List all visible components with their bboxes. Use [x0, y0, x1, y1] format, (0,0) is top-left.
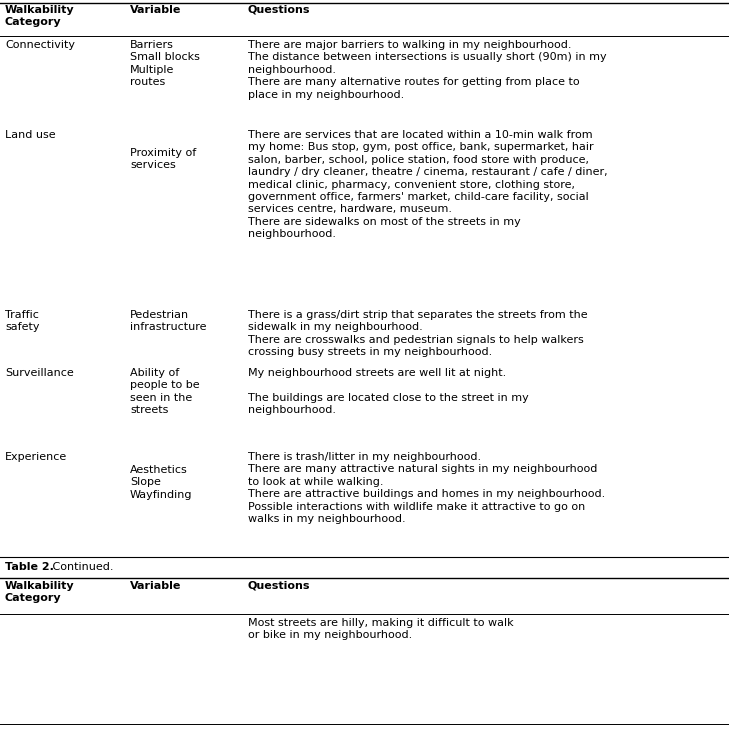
Text: Variable: Variable	[130, 581, 182, 591]
Text: Connectivity: Connectivity	[5, 40, 75, 50]
Text: Proximity of
services: Proximity of services	[130, 148, 196, 171]
Text: Traffic
safety: Traffic safety	[5, 310, 39, 333]
Text: Questions: Questions	[248, 5, 311, 15]
Text: Walkability
Category: Walkability Category	[5, 5, 74, 27]
Text: There are services that are located within a 10-min walk from
my home: Bus stop,: There are services that are located with…	[248, 130, 608, 239]
Text: Table 2.: Table 2.	[5, 562, 54, 572]
Text: My neighbourhood streets are well lit at night.

The buildings are located close: My neighbourhood streets are well lit at…	[248, 368, 529, 415]
Text: There is trash/litter in my neighbourhood.
There are many attractive natural sig: There is trash/litter in my neighbourhoo…	[248, 452, 605, 524]
Text: There is a grass/dirt strip that separates the streets from the
sidewalk in my n: There is a grass/dirt strip that separat…	[248, 310, 588, 357]
Text: Barriers
Small blocks
Multiple
routes: Barriers Small blocks Multiple routes	[130, 40, 200, 87]
Text: Surveillance: Surveillance	[5, 368, 74, 378]
Text: Aesthetics
Slope
Wayfinding: Aesthetics Slope Wayfinding	[130, 465, 192, 500]
Text: Land use: Land use	[5, 130, 55, 140]
Text: There are major barriers to walking in my neighbourhood.
The distance between in: There are major barriers to walking in m…	[248, 40, 607, 99]
Text: Most streets are hilly, making it difficult to walk
or bike in my neighbourhood.: Most streets are hilly, making it diffic…	[248, 618, 514, 640]
Text: Experience: Experience	[5, 452, 67, 462]
Text: Ability of
people to be
seen in the
streets: Ability of people to be seen in the stre…	[130, 368, 200, 415]
Text: Walkability
Category: Walkability Category	[5, 581, 74, 604]
Text: Continued.: Continued.	[49, 562, 114, 572]
Text: Questions: Questions	[248, 581, 311, 591]
Text: Variable: Variable	[130, 5, 182, 15]
Text: Pedestrian
infrastructure: Pedestrian infrastructure	[130, 310, 206, 333]
